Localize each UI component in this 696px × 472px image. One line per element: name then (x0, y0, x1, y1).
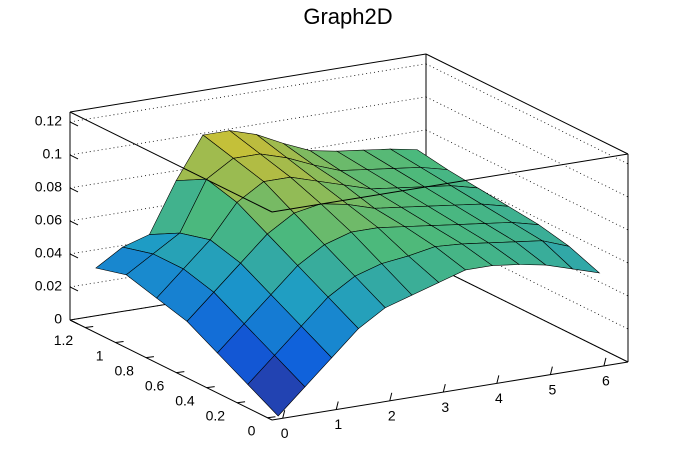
x-tick-label: 2 (388, 408, 396, 424)
z-tick (69, 220, 79, 226)
box-edge (425, 53, 629, 155)
z-tick (69, 286, 79, 292)
box-edge (69, 111, 273, 213)
grid-line (425, 129, 629, 231)
box-edge (271, 153, 629, 213)
y-tick-label: 1 (96, 347, 104, 363)
surface-cell (247, 354, 306, 417)
z-tick-label: 0.08 (35, 179, 62, 195)
x-tick-label: 0 (281, 425, 289, 441)
box-edge (69, 53, 427, 113)
x-tick (282, 410, 286, 419)
z-tick (69, 121, 79, 127)
x-tick-label: 6 (602, 373, 610, 389)
grid-line (425, 162, 629, 264)
y-tick (176, 371, 185, 374)
z-tick (69, 154, 79, 160)
grid-line (425, 63, 629, 165)
y-tick (267, 416, 276, 419)
z-tick-label: 0 (54, 311, 62, 327)
z-tick (69, 253, 79, 259)
y-tick-label: 1.2 (54, 332, 74, 348)
y-tick-label: 0 (248, 422, 256, 438)
x-tick (549, 366, 553, 375)
y-tick (85, 326, 94, 329)
x-tick-label: 5 (548, 381, 556, 397)
y-tick-label: 0.6 (145, 377, 165, 393)
x-tick-label: 3 (441, 399, 449, 415)
z-tick-label: 0.1 (43, 146, 63, 162)
z-tick (69, 187, 79, 193)
x-tick (389, 392, 393, 401)
box-edge (69, 319, 273, 421)
z-tick-label: 0.12 (35, 113, 62, 129)
y-tick (206, 386, 215, 389)
y-tick (145, 356, 155, 359)
y-tick-label: 0.4 (175, 392, 195, 408)
grid-line (425, 96, 629, 198)
box-edge (271, 361, 629, 421)
x-tick-label: 1 (334, 416, 342, 432)
x-tick-label: 4 (495, 390, 503, 406)
x-tick (603, 357, 607, 367)
z-tick-label: 0.06 (35, 212, 62, 228)
y-tick-label: 0.2 (206, 407, 226, 423)
grid-line (69, 63, 427, 123)
grid-line (425, 261, 629, 363)
z-tick-label: 0.02 (35, 278, 62, 294)
z-tick (69, 319, 79, 325)
z-tick-label: 0.04 (35, 245, 62, 261)
y-tick-label: 0.8 (114, 362, 134, 378)
y-tick (115, 341, 124, 344)
grid-line (69, 96, 427, 156)
x-tick (335, 401, 339, 410)
x-tick (496, 375, 500, 384)
y-tick (237, 401, 246, 404)
grid-line (425, 228, 629, 330)
chart-title: Graph2D (303, 4, 392, 29)
x-tick (442, 383, 446, 393)
